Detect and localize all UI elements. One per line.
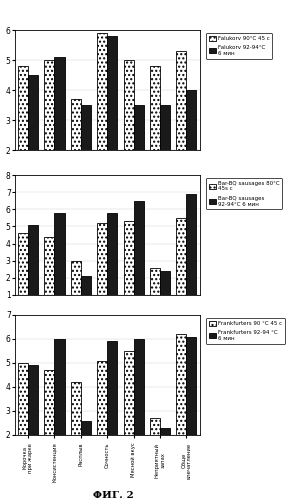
Bar (71, 382, 81, 483)
Bar (150, 66, 160, 210)
Bar (97, 33, 107, 210)
Bar (44, 60, 55, 210)
Bar (18, 363, 28, 483)
Bar (44, 370, 55, 483)
Legend: Bar-BQ sausages 80°C
45s c, Bar-BQ sausages
92-94°C 6 мин: Bar-BQ sausages 80°C 45s c, Bar-BQ sausa… (206, 178, 282, 210)
Bar (124, 351, 134, 483)
Bar (124, 60, 134, 210)
Bar (18, 66, 28, 210)
Bar (176, 334, 187, 483)
Legend: Falukorv 90°C 45 c, Falukorv 92-94°C
6 мин: Falukorv 90°C 45 c, Falukorv 92-94°C 6 м… (206, 33, 272, 59)
Bar (176, 51, 187, 210)
Bar (134, 200, 144, 312)
Bar (81, 105, 91, 210)
Bar (28, 224, 38, 312)
Bar (71, 260, 81, 312)
Bar (134, 339, 144, 483)
Bar (160, 428, 170, 483)
Bar (81, 276, 91, 312)
Bar (44, 236, 55, 312)
Bar (107, 342, 117, 483)
Bar (187, 194, 196, 312)
Text: ΦИГ. 2: ΦИГ. 2 (93, 490, 134, 500)
Bar (97, 223, 107, 312)
Bar (134, 105, 144, 210)
Legend: Frankfurters 90 °C 45 c, Frankfurters 92-94 °C
6 мин: Frankfurters 90 °C 45 c, Frankfurters 92… (206, 318, 285, 344)
Bar (150, 418, 160, 483)
Bar (187, 90, 196, 210)
Bar (55, 212, 65, 312)
Bar (160, 105, 170, 210)
Bar (97, 360, 107, 483)
Bar (187, 336, 196, 483)
Bar (176, 218, 187, 312)
Bar (107, 212, 117, 312)
Bar (28, 75, 38, 210)
Bar (55, 339, 65, 483)
Bar (18, 234, 28, 312)
Bar (55, 57, 65, 210)
Bar (107, 36, 117, 210)
Bar (81, 420, 91, 483)
Bar (28, 366, 38, 483)
Bar (71, 99, 81, 210)
Bar (160, 271, 170, 312)
Bar (150, 268, 160, 312)
Bar (124, 222, 134, 312)
